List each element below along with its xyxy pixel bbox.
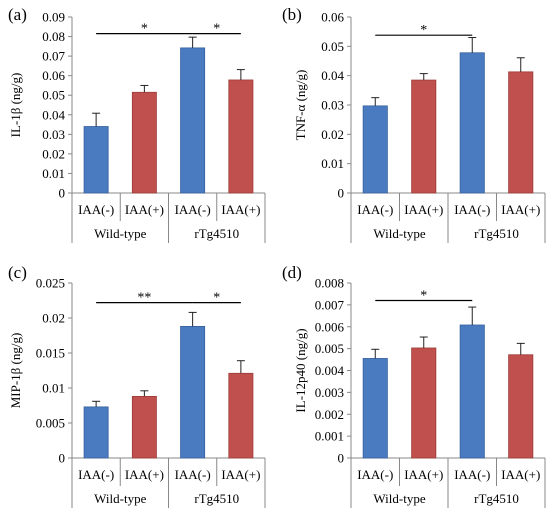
y-axis-title: IL-1β (ng/g)	[8, 73, 23, 138]
x-tick-label: IAA(-)	[175, 202, 211, 217]
y-tick-label: 0.006	[315, 319, 345, 334]
panel-label: (d)	[282, 263, 302, 282]
bar	[180, 47, 206, 194]
x-tick-label: IAA(-)	[454, 202, 490, 217]
y-tick-label: 0.007	[315, 297, 345, 312]
significance-label: *	[213, 291, 220, 306]
y-tick-label: 0.02	[42, 311, 65, 326]
y-axis-title: IL-12p40 (ng/g)	[293, 328, 308, 412]
y-tick-label: 0.025	[36, 276, 65, 291]
significance-label: *	[420, 23, 427, 38]
x-group-label: Wild-type	[94, 226, 146, 241]
y-tick-label: 0.09	[42, 10, 65, 25]
significance-label: *	[420, 289, 427, 304]
y-tick-label: 0	[59, 186, 66, 201]
y-tick-label: 0	[59, 451, 66, 466]
x-tick-label: IAA(-)	[357, 467, 393, 482]
y-tick-label: 0.01	[42, 381, 65, 396]
bar	[459, 324, 485, 459]
x-tick-label: IAA(+)	[501, 467, 540, 482]
bar	[411, 79, 437, 194]
x-tick-label: IAA(+)	[125, 202, 164, 217]
y-tick-label: 0	[338, 451, 345, 466]
y-tick-label: 0.06	[321, 10, 344, 25]
x-tick-label: IAA(+)	[221, 202, 260, 217]
bar	[228, 372, 254, 459]
y-tick-label: 0.02	[321, 127, 344, 142]
bar	[131, 91, 157, 194]
y-tick-label: 0.07	[42, 49, 65, 64]
y-tick-label: 0.04	[42, 107, 65, 122]
y-tick-label: 0.05	[321, 39, 344, 54]
significance-label: **	[137, 291, 151, 306]
bar	[83, 126, 109, 194]
x-tick-label: IAA(-)	[175, 467, 211, 482]
bar	[83, 406, 109, 459]
y-tick-label: 0.01	[42, 166, 65, 181]
y-tick-label: 0.003	[315, 385, 344, 400]
y-axis-title: MIP-1β (ng/g)	[8, 333, 23, 409]
bar	[180, 325, 206, 459]
x-tick-label: IAA(-)	[78, 202, 114, 217]
y-tick-label: 0.008	[315, 276, 344, 291]
x-tick-label: IAA(-)	[454, 467, 490, 482]
y-tick-label: 0.05	[42, 88, 65, 103]
y-tick-label: 0.08	[42, 29, 65, 44]
x-tick-label: IAA(+)	[404, 467, 443, 482]
chart-panel-3: (c) MIP-1β (ng/g) 0 0.005 0.01 0.015 0.02 0.025…	[8, 263, 266, 508]
x-tick-label: IAA(-)	[78, 467, 114, 482]
x-tick-label: IAA(-)	[357, 202, 393, 217]
significance-label: *	[141, 22, 148, 37]
x-group-label: Wild-type	[94, 491, 146, 506]
y-tick-label: 0.005	[36, 416, 65, 431]
x-group-label: rTg4510	[194, 491, 239, 506]
chart-panel-2: (b) TNF-α (ng/g) 0 0.01 0.02 0.03 0.04 0.05 0.06…	[282, 5, 546, 243]
x-tick-label: IAA(+)	[501, 202, 540, 217]
y-tick-label: 0.03	[42, 127, 65, 142]
x-tick-label: IAA(+)	[404, 202, 443, 217]
y-tick-label: 0.001	[315, 429, 344, 444]
bar	[362, 105, 388, 194]
panel-label: (b)	[282, 5, 302, 24]
bar	[508, 354, 534, 459]
y-tick-label: 0.004	[315, 363, 345, 378]
bar	[508, 71, 534, 194]
bar	[459, 52, 485, 194]
y-tick-label: 0	[338, 186, 345, 201]
x-group-label: rTg4510	[474, 491, 519, 506]
panel-label: (c)	[8, 263, 27, 282]
bar	[131, 395, 157, 459]
bar	[228, 79, 254, 194]
y-tick-label: 0.06	[42, 68, 65, 83]
y-tick-label: 0.01	[321, 156, 344, 171]
panel-label: (a)	[8, 5, 27, 24]
y-tick-label: 0.04	[321, 68, 344, 83]
significance-label: *	[213, 22, 220, 37]
x-group-label: rTg4510	[194, 226, 239, 241]
y-axis-title: TNF-α (ng/g)	[293, 70, 308, 141]
x-tick-label: IAA(+)	[221, 467, 260, 482]
y-tick-label: 0.015	[36, 346, 65, 361]
x-tick-label: IAA(+)	[125, 467, 164, 482]
chart-panel-1: (a) IL-1β (ng/g) 0 0.01 0.02 0.03 0.04 0.05 0.06…	[8, 5, 266, 243]
bar	[411, 347, 437, 459]
x-group-label: rTg4510	[474, 226, 519, 241]
y-tick-label: 0.002	[315, 407, 344, 422]
bar	[362, 358, 388, 459]
x-group-label: Wild-type	[373, 226, 425, 241]
x-group-label: Wild-type	[373, 491, 425, 506]
y-tick-label: 0.005	[315, 341, 344, 356]
chart-panel-4: (d) IL-12p40 (ng/g) 0 0.001 0.002 0.003 0.004 0…	[282, 263, 546, 508]
y-tick-label: 0.03	[321, 98, 344, 113]
y-tick-label: 0.02	[42, 146, 65, 161]
